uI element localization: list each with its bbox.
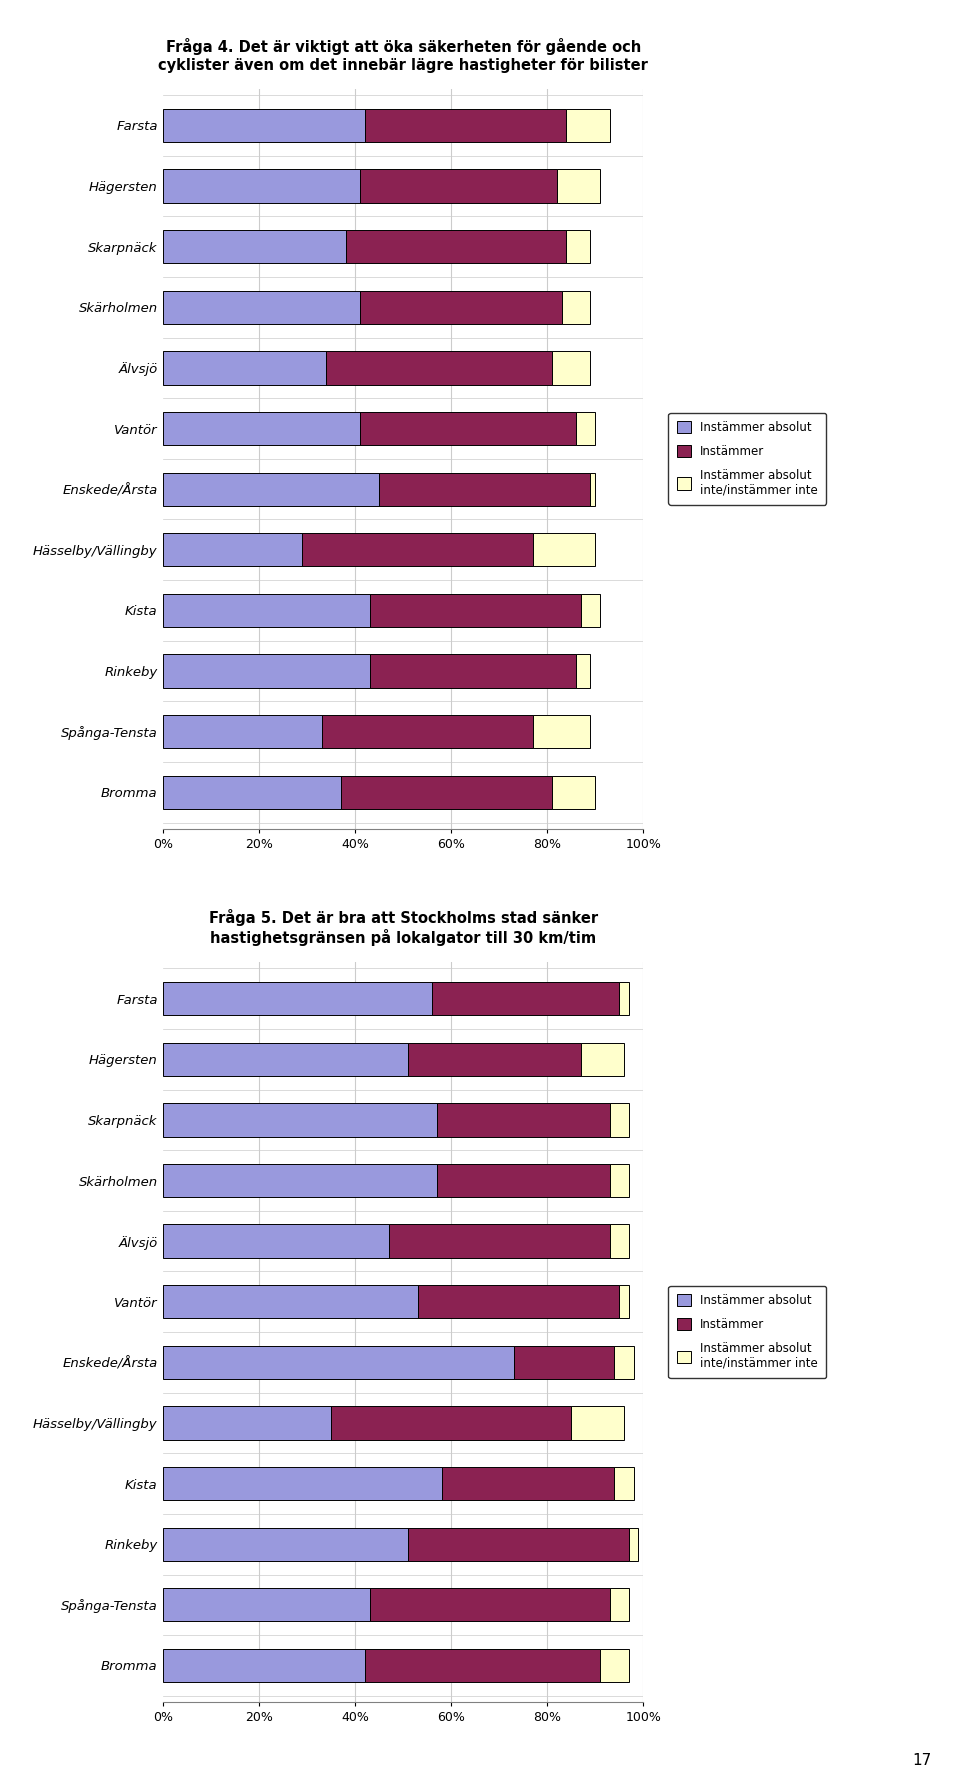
Bar [322, 715, 533, 748]
Bar [163, 1224, 389, 1258]
Bar [346, 230, 566, 264]
Bar [370, 1588, 610, 1622]
Bar [514, 1345, 614, 1379]
Bar [163, 1588, 370, 1622]
Bar [163, 533, 302, 567]
Bar [610, 1224, 629, 1258]
Bar [389, 1224, 610, 1258]
Bar [566, 230, 590, 264]
Legend: Instämmer absolut, Instämmer, Instämmer absolut
inte/instämmer inte: Instämmer absolut, Instämmer, Instämmer … [668, 413, 827, 504]
Bar [360, 169, 557, 203]
Bar [581, 593, 600, 627]
Bar [576, 654, 590, 688]
Bar [370, 593, 581, 627]
Bar [418, 1285, 619, 1319]
Bar [581, 1042, 624, 1076]
Bar [341, 775, 552, 809]
Bar [360, 290, 562, 324]
Bar [163, 1527, 408, 1561]
Bar [571, 1406, 624, 1440]
Bar [163, 1406, 331, 1440]
Bar [370, 654, 576, 688]
Bar [408, 1527, 629, 1561]
Bar [610, 1103, 629, 1137]
Bar [576, 412, 595, 446]
Bar [163, 351, 326, 385]
Bar [326, 351, 552, 385]
Bar [610, 1588, 629, 1622]
Bar [163, 775, 341, 809]
Bar [163, 109, 365, 143]
Bar [619, 1285, 629, 1319]
Bar [600, 1648, 629, 1682]
Bar [163, 1285, 418, 1319]
Bar [533, 533, 595, 567]
Bar [552, 351, 590, 385]
Bar [614, 1345, 634, 1379]
Bar [432, 982, 619, 1016]
Bar [619, 982, 629, 1016]
Bar [163, 1467, 442, 1500]
Bar [163, 1103, 437, 1137]
Bar [614, 1467, 634, 1500]
Bar [163, 412, 360, 446]
Bar [365, 109, 566, 143]
Bar [629, 1527, 638, 1561]
Bar [379, 472, 590, 506]
Bar [442, 1467, 614, 1500]
Bar [163, 654, 370, 688]
Bar [163, 472, 379, 506]
Bar [163, 230, 346, 264]
Bar [163, 290, 360, 324]
Bar [566, 109, 610, 143]
Bar [552, 775, 595, 809]
Bar [163, 1648, 365, 1682]
Bar [557, 169, 600, 203]
Bar [365, 1648, 600, 1682]
Bar [302, 533, 533, 567]
Bar [163, 593, 370, 627]
Bar [360, 412, 576, 446]
Bar [163, 1164, 437, 1198]
Bar [408, 1042, 581, 1076]
Bar [590, 472, 595, 506]
Title: Fråga 4. Det är viktigt att öka säkerheten för gående och
cyklister även om det : Fråga 4. Det är viktigt att öka säkerhet… [158, 37, 648, 73]
Title: Fråga 5. Det är bra att Stockholms stad sänker
hastighetsgränsen på lokalgator t: Fråga 5. Det är bra att Stockholms stad … [208, 909, 598, 946]
Bar [437, 1103, 610, 1137]
Bar [533, 715, 590, 748]
Bar [163, 982, 432, 1016]
Bar [610, 1164, 629, 1198]
Bar [163, 1345, 514, 1379]
Text: 17: 17 [912, 1753, 931, 1768]
Legend: Instämmer absolut, Instämmer, Instämmer absolut
inte/instämmer inte: Instämmer absolut, Instämmer, Instämmer … [668, 1287, 827, 1377]
Bar [163, 169, 360, 203]
Bar [331, 1406, 571, 1440]
Bar [437, 1164, 610, 1198]
Bar [562, 290, 590, 324]
Bar [163, 715, 322, 748]
Bar [163, 1042, 408, 1076]
